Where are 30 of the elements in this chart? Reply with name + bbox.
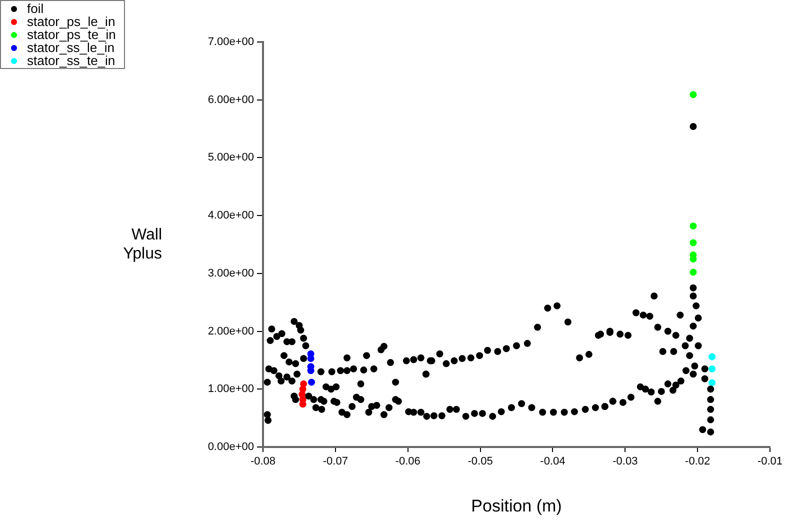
x-tick-label: -0.08 [250,456,276,468]
x-tick-label: -0.06 [395,456,420,468]
legend-label: foil [27,1,44,16]
point [690,91,697,98]
x-tick-label: -0.07 [322,456,348,468]
y-tick-label: 2.00e+00 [208,325,254,338]
y-tick-label: 3.00e+00 [208,267,254,280]
legend-label: stator_ps_le_in [27,14,116,29]
x-tick-label: -0.02 [685,456,710,468]
x-axis-title: Position (m) [471,496,562,516]
point [299,400,306,408]
y-tick-label: 6.00e+00 [208,94,254,106]
point [708,379,716,386]
x-tick-label: -0.01 [757,456,783,468]
point [690,239,697,246]
x-tick-label: -0.03 [612,456,638,468]
x-tick-label: -0.04 [540,456,566,468]
point [690,222,697,230]
point [708,365,716,372]
y-axis-title: Wall Yplus [123,226,162,262]
y-tick-label: 1.00e+00 [208,383,254,396]
x-tick-label: -0.05 [468,456,493,468]
y-tick-label: 4.00e+00 [208,210,254,222]
legend-label: stator_ss_te_in [27,53,116,68]
y-tick-label: 0.00e+00 [208,441,254,454]
point [308,378,316,386]
y-tick-label: 7.00e+00 [208,36,254,48]
point [708,353,716,360]
point [690,268,697,276]
y-tick-label: 5.00e+00 [208,152,254,164]
